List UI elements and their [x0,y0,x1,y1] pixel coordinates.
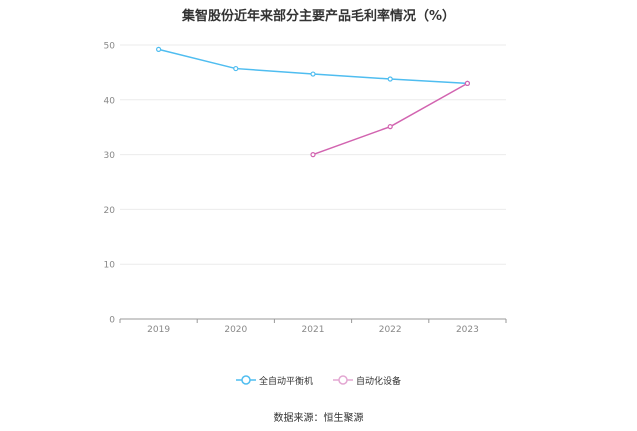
legend-swatch-series-2-icon [333,375,353,385]
data-point-series-1-2020 [233,65,239,72]
x-tick-label-2019: 2019 [147,325,170,335]
series [156,46,470,158]
y-tick-label-40: 40 [104,96,116,106]
legend-swatch-series-1-icon [235,375,256,385]
x-tick-label-2022: 2022 [379,325,402,335]
y-tick-label-0: 0 [109,316,115,326]
legend-label-series-2: 自动化设备 [356,376,402,387]
legend-item-series-2[interactable]: 自动化设备 [333,374,401,387]
y-tick-label-10: 10 [104,261,116,271]
legend: 全自动平衡机 自动化设备 [0,372,637,388]
series-line-2 [312,82,468,156]
x-tick-label-2023: 2023 [456,325,479,335]
legend-item-series-1[interactable]: 全自动平衡机 [235,374,313,387]
y-tick-label-50: 50 [104,42,116,52]
series-line-1 [158,48,468,85]
data-point-series-1-2019 [156,46,162,52]
data-point-series-1-2022 [387,76,393,82]
data-point-series-1-2021 [310,71,316,77]
data-point-series-2-2022 [387,124,393,130]
x-tick-label-2020: 2020 [224,325,247,335]
legend-label-series-1: 全自动平衡机 [258,376,313,387]
y-tick-label-30: 30 [104,151,116,161]
y-tick-label-20: 20 [104,206,116,216]
axes: 0 10 20 30 40 50 2019 2020 2021 2022 2023 [104,42,507,335]
data-point-series-2-2021 [310,152,316,158]
x-tick-label-2021: 2021 [302,325,325,335]
data-source: 数据来源：恒生聚源 [273,413,364,424]
chart-title: 集智股份近年来部分主要产品毛利率情况（%） [181,9,456,24]
data-point-series-2-2023 [464,80,470,86]
